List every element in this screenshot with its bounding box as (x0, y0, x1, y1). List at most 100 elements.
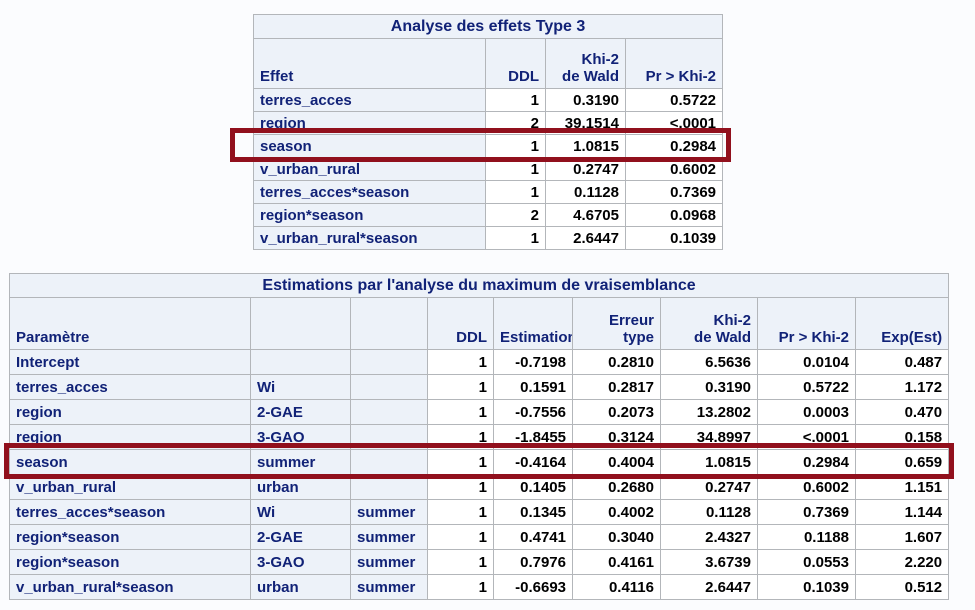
table-row: terres_acces Wi 1 0.1591 0.2817 0.3190 0… (9, 374, 950, 400)
cell-pr: 0.2984 (757, 449, 856, 475)
table-row: v_urban_rural urban 1 0.1405 0.2680 0.27… (9, 474, 950, 500)
cell-exp: 0.659 (854, 449, 950, 475)
cell-ddl: 1 (427, 524, 494, 550)
cell-estimate: -0.4164 (493, 449, 573, 475)
cell-param: season (9, 449, 251, 475)
cell-estimate: 0.7976 (493, 549, 573, 575)
cell-level2: summer (350, 499, 428, 525)
table1-title: Analyse des effets Type 3 (252, 14, 724, 39)
cell-level2 (350, 399, 428, 425)
cell-wald: 2.6447 (660, 574, 758, 600)
cell-stderr: 0.4161 (572, 549, 661, 575)
cell-ddl: 1 (427, 549, 494, 575)
cell-ddl: 2 (485, 111, 546, 135)
column-header-khi2-wald-line1: Khi-2 (581, 51, 620, 68)
cell-pr: 0.6002 (624, 157, 724, 181)
cell-estimate: 0.1345 (493, 499, 573, 525)
cell-stderr: 0.3124 (572, 424, 661, 450)
cell-exp: 0.158 (854, 424, 950, 450)
table-row-season-highlighted: season summer 1 -0.4164 0.4004 1.0815 0.… (9, 449, 950, 475)
cell-exp: 0.487 (854, 349, 950, 375)
cell-ddl: 1 (427, 349, 494, 375)
cell-pr: <.0001 (624, 111, 724, 135)
table-row: v_urban_rural*season 1 2.6447 0.1039 (253, 226, 724, 250)
cell-wald: 0.3190 (660, 374, 758, 400)
cell-exp: 1.607 (854, 524, 950, 550)
cell-pr: 0.7369 (757, 499, 856, 525)
column-header-khi2-wald-line2: de Wald (562, 68, 619, 85)
cell-param: region (9, 399, 251, 425)
cell-level2 (350, 474, 428, 500)
cell-wald: 34.8997 (660, 424, 758, 450)
column-header-parametre: Paramètre (9, 297, 251, 350)
cell-stderr: 0.2810 (572, 349, 661, 375)
cell-level2: summer (350, 574, 428, 600)
table-row: v_urban_rural 1 0.2747 0.6002 (253, 157, 724, 181)
cell-pr: 0.5722 (624, 88, 724, 112)
table-row: region*season 2 4.6705 0.0968 (253, 203, 724, 227)
cell-level1: Wi (250, 499, 351, 525)
column-header-level2 (350, 297, 428, 350)
table-row: region 2-GAE 1 -0.7556 0.2073 13.2802 0.… (9, 399, 950, 425)
cell-param: v_urban_rural (9, 474, 251, 500)
cell-stderr: 0.2680 (572, 474, 661, 500)
table-row: region 2 39.1514 <.0001 (253, 111, 724, 135)
cell-level2 (350, 424, 428, 450)
cell-pr: 0.0968 (624, 203, 724, 227)
cell-ddl: 1 (485, 180, 546, 204)
column-header-erreur-type-line1: Erreur (608, 312, 654, 329)
cell-wald: 3.6739 (660, 549, 758, 575)
cell-pr: 0.5722 (757, 374, 856, 400)
cell-stderr: 0.4004 (572, 449, 661, 475)
column-header-exp-est: Exp(Est) (854, 297, 950, 350)
table-row: region*season 3-GAO summer 1 0.7976 0.41… (9, 549, 950, 575)
cell-pr: <.0001 (757, 424, 856, 450)
ml-estimates-table: Estimations par l'analyse du maximum de … (8, 273, 950, 600)
table-row: v_urban_rural*season urban summer 1 -0.6… (9, 574, 950, 600)
table2-header-row: Paramètre DDL Estimation Erreur type Khi… (9, 297, 950, 350)
cell-wald: 1.0815 (545, 134, 626, 158)
table-row: Intercept 1 -0.7198 0.2810 6.5636 0.0104… (9, 349, 950, 375)
cell-ddl: 1 (427, 374, 494, 400)
cell-exp: 1.151 (854, 474, 950, 500)
cell-effect: v_urban_rural (253, 157, 486, 181)
cell-effect: season (253, 134, 486, 158)
cell-level1: Wi (250, 374, 351, 400)
cell-pr: 0.7369 (624, 180, 724, 204)
cell-param: Intercept (9, 349, 251, 375)
cell-level2: summer (350, 524, 428, 550)
cell-ddl: 1 (485, 88, 546, 112)
cell-ddl: 1 (485, 226, 546, 250)
cell-exp: 0.512 (854, 574, 950, 600)
cell-ddl: 2 (485, 203, 546, 227)
cell-wald: 39.1514 (545, 111, 626, 135)
cell-level2 (350, 349, 428, 375)
cell-estimate: -0.7198 (493, 349, 573, 375)
cell-ddl: 1 (485, 134, 546, 158)
cell-level1: urban (250, 574, 351, 600)
cell-ddl: 1 (427, 474, 494, 500)
cell-pr: 0.1039 (624, 226, 724, 250)
cell-exp: 0.470 (854, 399, 950, 425)
table-row-season-highlighted: season 1 1.0815 0.2984 (253, 134, 724, 158)
column-header-pr-khi2: Pr > Khi-2 (624, 38, 724, 89)
cell-pr: 0.0553 (757, 549, 856, 575)
cell-level1 (250, 349, 351, 375)
column-header-effet: Effet (253, 38, 486, 89)
cell-wald: 2.4327 (660, 524, 758, 550)
cell-wald: 0.1128 (660, 499, 758, 525)
table1-title-row: Analyse des effets Type 3 (252, 14, 724, 39)
cell-level2 (350, 449, 428, 475)
cell-estimate: -1.8455 (493, 424, 573, 450)
cell-wald: 4.6705 (545, 203, 626, 227)
cell-level1: 2-GAE (250, 524, 351, 550)
type3-effects-table: Analyse des effets Type 3 Effet DDL Khi-… (252, 14, 724, 250)
column-header-khi2-wald: Khi-2 de Wald (545, 38, 626, 89)
cell-effect: region*season (253, 203, 486, 227)
cell-wald: 6.5636 (660, 349, 758, 375)
cell-estimate: -0.6693 (493, 574, 573, 600)
cell-effect: terres_acces (253, 88, 486, 112)
cell-stderr: 0.4116 (572, 574, 661, 600)
cell-ddl: 1 (427, 449, 494, 475)
cell-ddl: 1 (427, 574, 494, 600)
